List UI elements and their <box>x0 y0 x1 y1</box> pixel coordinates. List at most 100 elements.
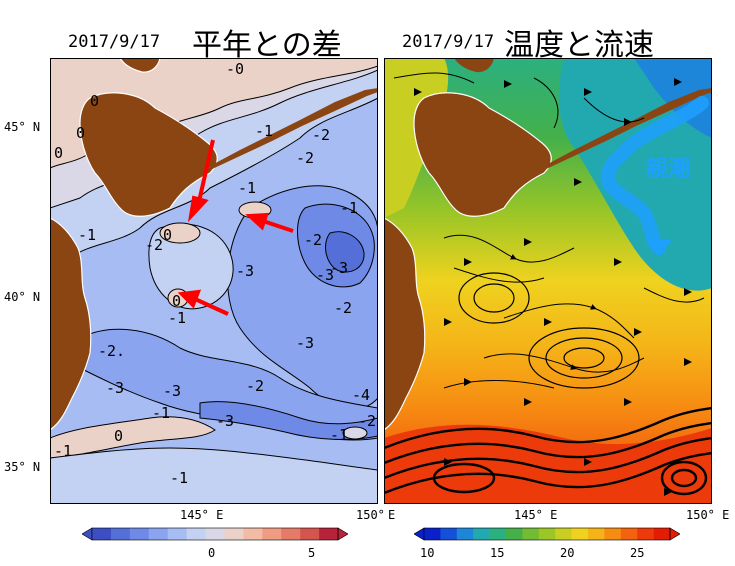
land-sakhalin-right <box>454 58 494 73</box>
colorbar-cell <box>110 528 131 540</box>
contour-label: -1 <box>255 122 273 140</box>
land-hokkaido <box>79 92 218 217</box>
colorbar-cell <box>604 528 622 540</box>
contour-label: -1 <box>168 309 186 327</box>
land-honshu <box>50 217 92 431</box>
contour-label: -3 <box>216 412 234 430</box>
right-map-frame <box>384 58 712 504</box>
contour-label: 0 <box>172 292 181 310</box>
contour-label: -1 <box>152 404 170 422</box>
colorbar-cell <box>440 528 458 540</box>
anomaly-colorbar-tick-5: 5 <box>308 546 316 560</box>
land-sakhalin <box>119 58 161 73</box>
colorbar-cell <box>424 528 441 540</box>
temperature-colorbar-tick-15: 15 <box>490 546 505 560</box>
contour-label: -1 <box>54 442 72 460</box>
temperature-colorbar <box>414 527 680 541</box>
cold-water-core <box>634 58 712 138</box>
colorbar-cell <box>588 528 605 540</box>
colorbar-cell <box>489 528 507 540</box>
colorbar-extend-low <box>82 527 93 541</box>
streamline-eddies <box>458 272 640 389</box>
lon-label-145-right: 145° E <box>514 508 558 522</box>
lat-label-40: 40° N <box>4 290 41 304</box>
contour-label: -1 <box>340 199 358 217</box>
temperature-colorbar-tick-20: 20 <box>560 546 575 560</box>
land-hokkaido-right <box>413 92 552 217</box>
contour-label: 0 <box>163 226 172 244</box>
contour-label: -3 <box>236 262 254 280</box>
left-panel-title: 平年との差 <box>192 28 342 63</box>
right-panel-title: 温度と流速 <box>504 28 654 63</box>
contour-label: -1 <box>78 226 96 244</box>
contour-label: -2 <box>312 126 330 144</box>
lat-label-35: 35° N <box>4 460 41 474</box>
temperature-colorbar-tick-10: 10 <box>420 546 435 560</box>
streamlines <box>393 72 705 389</box>
anomaly-colorbar <box>82 527 348 541</box>
colorbar-cell <box>186 528 206 540</box>
colorbar-cell <box>262 528 282 540</box>
colorbar-cell <box>224 528 244 540</box>
contour-label: -2 <box>296 149 314 167</box>
contour-label: -0 <box>226 60 244 78</box>
anomaly-colorbar-tick-0: 0 <box>208 546 216 560</box>
colorbar-cell <box>653 528 671 540</box>
anomaly-region-neg4 <box>325 231 365 273</box>
contour-label: -2 <box>334 299 352 317</box>
contour-label: -3 <box>330 259 348 277</box>
temperature-current-map: 親潮 <box>384 58 712 504</box>
colorbar-extend-high <box>337 527 348 541</box>
contour-label: -3 <box>163 382 181 400</box>
oyashio-current <box>601 96 709 255</box>
colorbar-cell <box>319 528 339 540</box>
colorbar-frame <box>423 527 671 541</box>
anomaly-region-neg3-south <box>199 401 378 440</box>
contour-label: 0 <box>90 92 99 110</box>
lon-label-145-left: 145° E <box>180 508 224 522</box>
anomaly-region-positive-south <box>50 416 216 459</box>
flow-direction-markers <box>414 78 692 496</box>
colorbar-cell <box>167 528 187 540</box>
colorbar-cell <box>129 528 150 540</box>
temperature-colorbar-tick-25: 25 <box>630 546 645 560</box>
anomaly-region-neg2-south <box>79 328 378 441</box>
contour-label: -1 <box>330 426 348 444</box>
lon-label-150-right: 150° E <box>686 508 730 522</box>
positive-blob-1 <box>159 222 201 244</box>
colorbar-extend-high <box>669 527 680 541</box>
contour-label: -1 <box>238 179 256 197</box>
contour-label: 0 <box>76 124 85 142</box>
contour-label: -2. <box>98 342 125 360</box>
contour-label: -2 <box>145 236 163 254</box>
left-panel-date: 2017/9/17 <box>68 32 161 52</box>
contour-label: -2 <box>246 377 264 395</box>
colorbar-cell <box>522 528 540 540</box>
contour-labels: -0 0 0 0 -1 -2 -1 -1 -1 -2 0 -2 -3 -3 -3… <box>54 60 376 487</box>
colorbar-cell <box>473 528 490 540</box>
colorbar-cell <box>300 528 320 540</box>
colorbar-cell <box>243 528 263 540</box>
red-arrows <box>177 139 294 316</box>
colorbar-cell <box>506 528 523 540</box>
colorbar-cell <box>571 528 589 540</box>
colorbar-cell <box>555 528 572 540</box>
contour-label: 0 <box>114 427 123 445</box>
lat-label-45: 45° N <box>4 120 41 134</box>
lon-label-150-left: 150° <box>356 508 385 522</box>
positive-blob-4 <box>342 426 368 440</box>
colorbar-cell <box>148 528 168 540</box>
anomaly-map: -0 0 0 0 -1 -2 -1 -1 -1 -2 0 -2 -3 -3 -3… <box>50 58 378 504</box>
anomaly-region-neg1-south <box>50 447 378 504</box>
right-panel-date: 2017/9/17 <box>402 32 495 52</box>
contour-label: -3 <box>106 379 124 397</box>
oyashio-label: 親潮 <box>646 157 690 182</box>
colorbar-cell <box>205 528 225 540</box>
contour-label: -2 <box>304 231 322 249</box>
oyashio-arrowhead <box>646 240 672 256</box>
colorbar-cell <box>92 528 112 540</box>
land-honshu-right <box>384 217 426 431</box>
anomaly-region-center <box>148 223 234 310</box>
colorbar-extend-low <box>414 527 425 541</box>
contour-label: -3 <box>316 266 334 284</box>
